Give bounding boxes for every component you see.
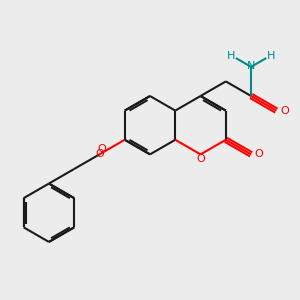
Text: H: H [267,51,275,61]
Text: O: O [196,154,205,164]
Text: N: N [247,61,255,71]
Text: O: O [254,149,263,159]
Text: O: O [280,106,289,116]
Text: O: O [97,144,106,154]
Text: O: O [95,149,104,159]
Text: H: H [227,51,235,61]
